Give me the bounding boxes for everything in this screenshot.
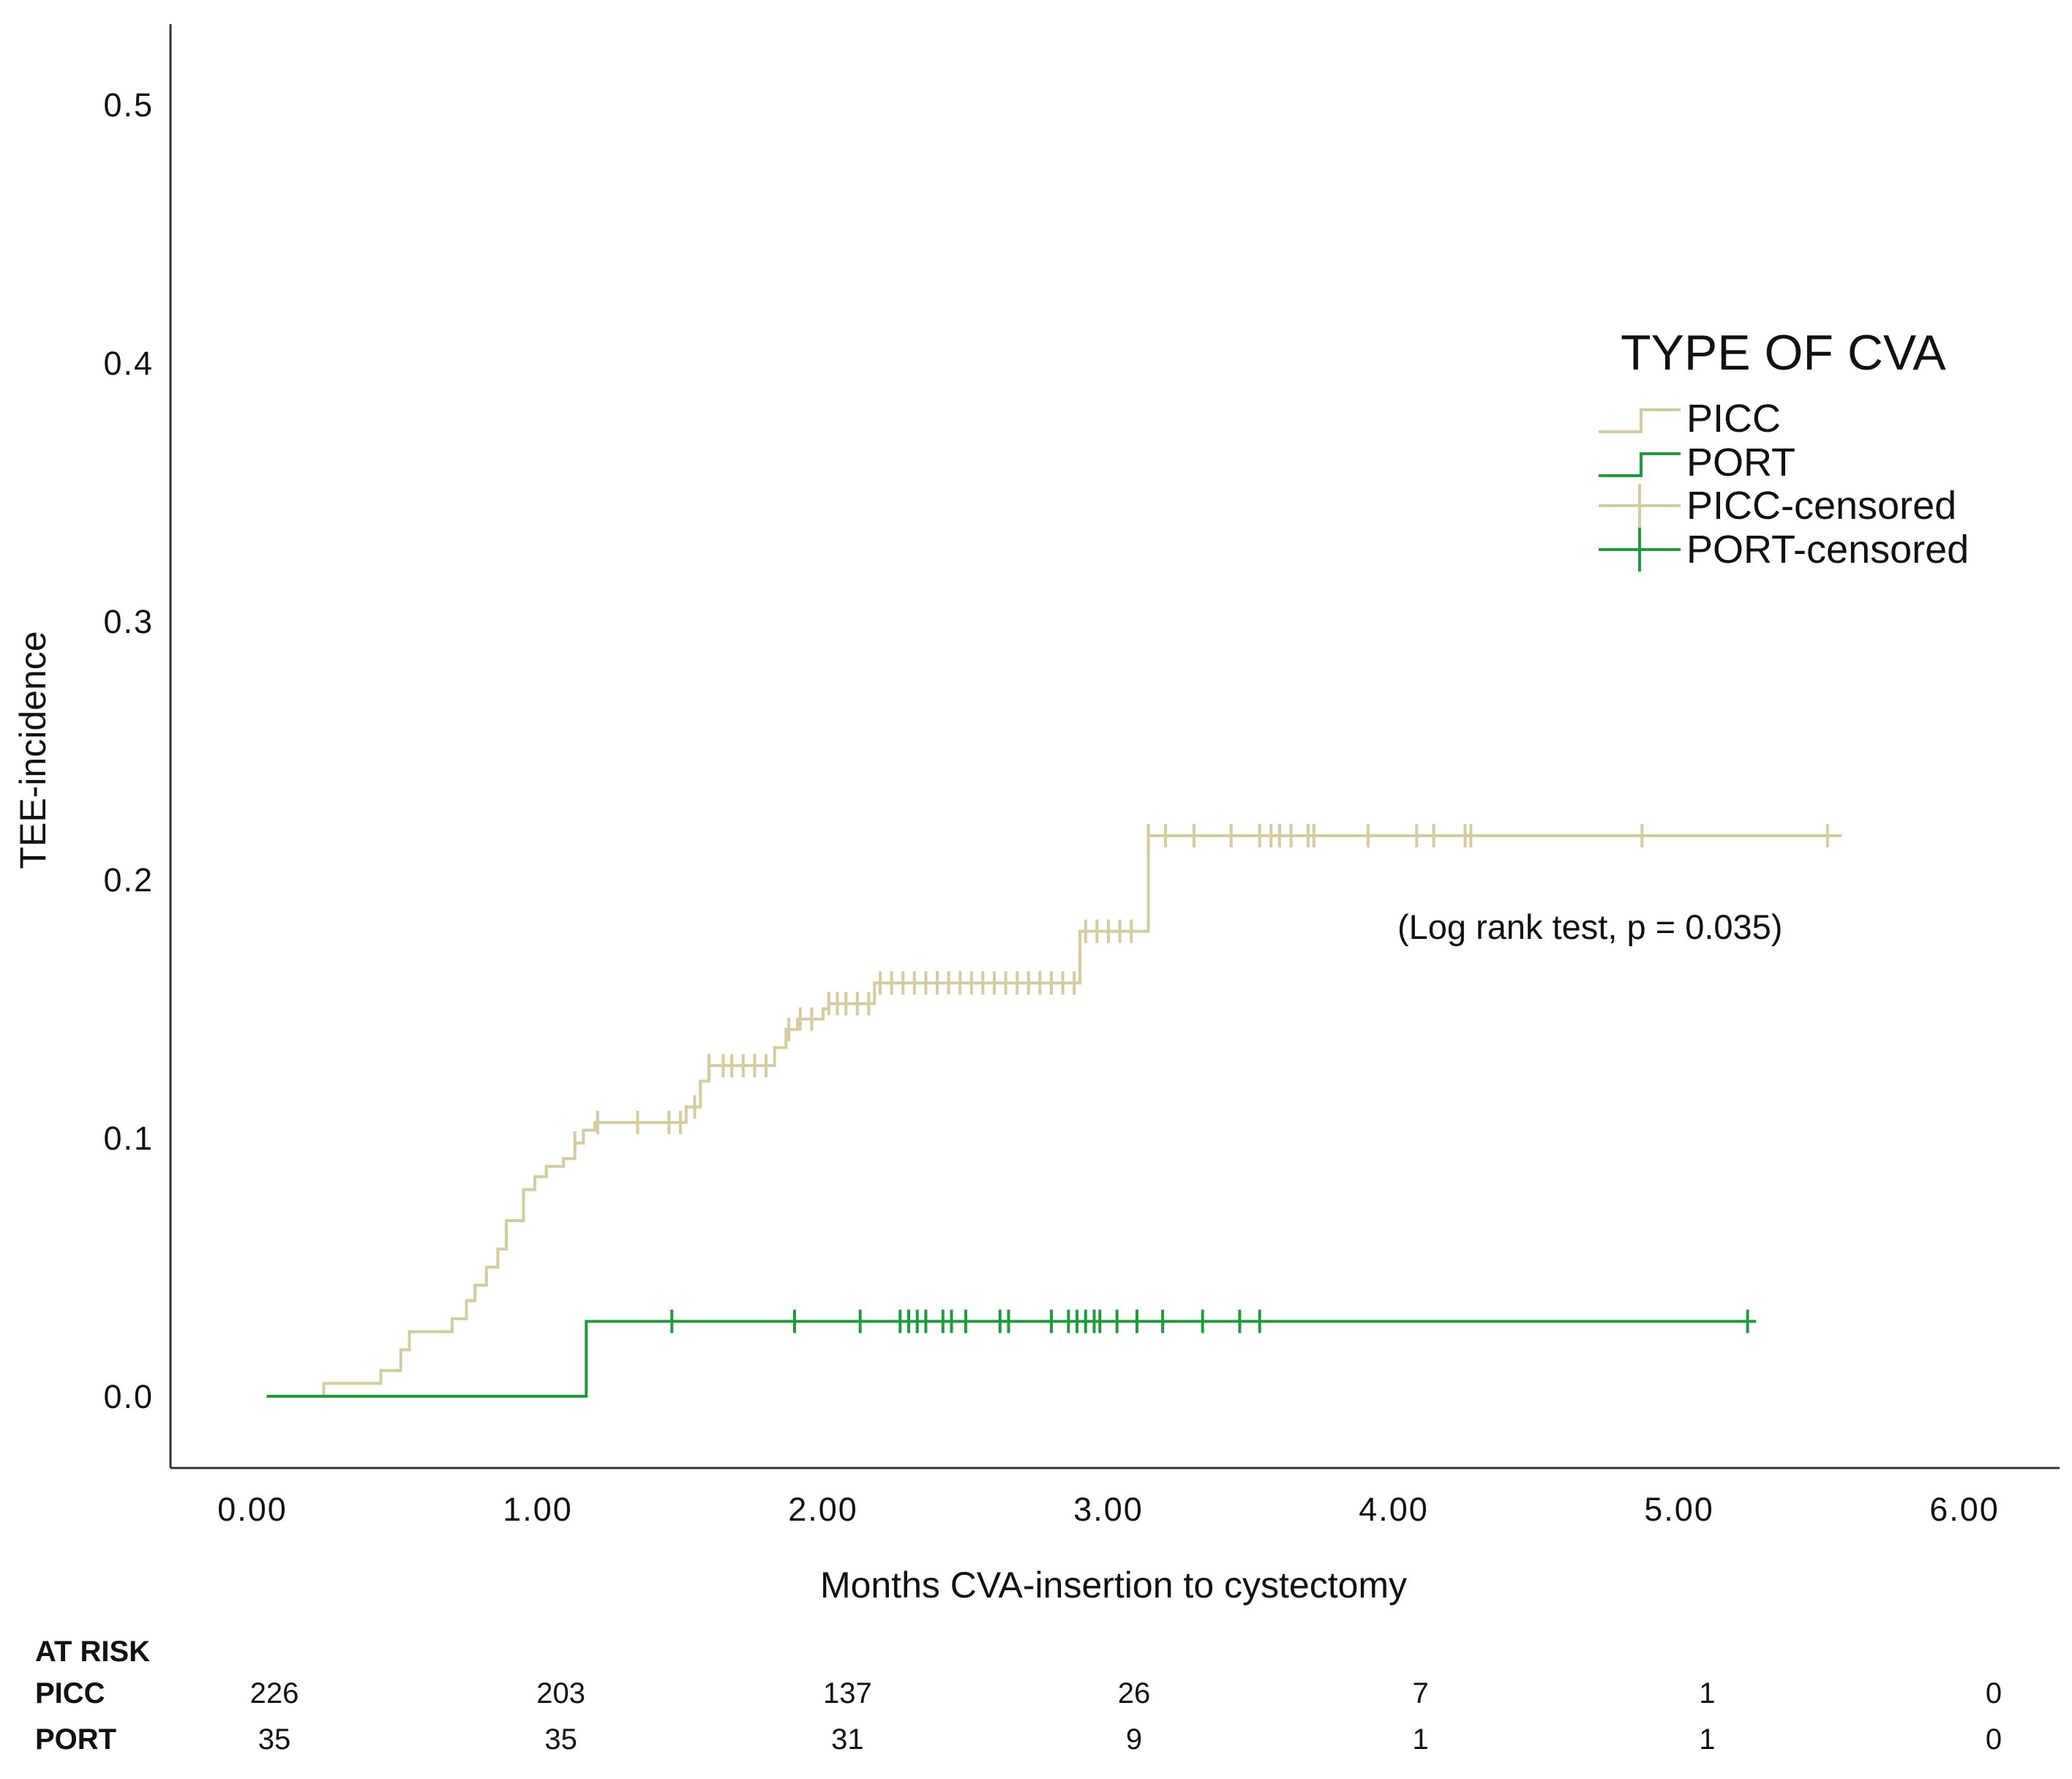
at-risk-row-label: PICC (35, 1677, 105, 1709)
axes (169, 24, 2060, 1469)
at-risk-value: 226 (250, 1677, 299, 1709)
at-risk-value: 1 (1699, 1677, 1715, 1709)
at-risk-row-port: PORT 35 35 31 9 1 1 0 (35, 1723, 2002, 1756)
at-risk-row-label: PORT (35, 1723, 116, 1756)
legend-label: PORT (1686, 441, 1795, 484)
x-tick-label: 5.00 (1644, 1491, 1714, 1528)
at-risk-value: 0 (1986, 1723, 2002, 1756)
legend: TYPE OF CVA PICCPORTPICC-censoredPORT-ce… (1599, 325, 1969, 572)
at-risk-value: 7 (1413, 1677, 1429, 1709)
x-tick-label: 6.00 (1929, 1491, 2000, 1528)
y-tick-label: 0.3 (103, 603, 154, 640)
legend-step-symbol (1599, 408, 1681, 433)
at-risk-value: 9 (1126, 1723, 1142, 1756)
series-line-port (266, 1319, 1757, 1398)
x-axis-title: Months CVA-insertion to cystectomy (820, 1565, 1407, 1606)
legend-entry-port-censored: PORT-censored (1599, 528, 1969, 572)
y-tick-label: 0.2 (103, 861, 154, 899)
series-port (266, 1309, 1757, 1398)
y-tick-labels: 0.0 0.1 0.2 0.3 0.4 0.5 (103, 86, 154, 1415)
x-tick-label: 4.00 (1359, 1491, 1429, 1528)
at-risk-value: 203 (536, 1677, 585, 1709)
y-tick-label: 0.0 (103, 1378, 154, 1415)
y-axis-title: TEE-incidence (12, 631, 53, 869)
at-risk-value: 0 (1986, 1677, 2002, 1709)
x-tick-label: 1.00 (503, 1491, 573, 1528)
at-risk-value: 31 (831, 1723, 864, 1756)
y-tick-label: 0.4 (103, 345, 154, 382)
at-risk-header: AT RISK (35, 1636, 150, 1668)
log-rank-annotation: (Log rank test, p = 0.035) (1397, 907, 1782, 946)
series-layer (266, 823, 1842, 1398)
legend-label: PICC-censored (1686, 484, 1956, 528)
x-tick-label: 2.00 (788, 1491, 858, 1528)
at-risk-value: 35 (258, 1723, 291, 1756)
series-picc (266, 823, 1842, 1398)
at-risk-value: 1 (1699, 1723, 1715, 1756)
legend-label: PICC (1686, 397, 1781, 441)
at-risk-value: 26 (1118, 1677, 1151, 1709)
at-risk-value: 1 (1413, 1723, 1429, 1756)
at-risk-table: AT RISK PICC 226 203 137 26 7 1 0 PORT 35 35 31 9 1 1 0 (35, 1636, 2002, 1756)
legend-step-symbol (1599, 452, 1681, 477)
legend-entry-port: PORT (1599, 441, 1795, 484)
at-risk-row-picc: PICC 226 203 137 26 7 1 0 (35, 1677, 2002, 1709)
legend-entry-picc: PICC (1599, 397, 1781, 441)
legend-entry-picc-censored: PICC-censored (1599, 484, 1956, 528)
at-risk-value: 137 (823, 1677, 872, 1709)
at-risk-value: 35 (544, 1723, 577, 1756)
x-tick-label: 0.00 (217, 1491, 288, 1528)
x-tick-labels: 0.00 1.00 2.00 3.00 4.00 5.00 6.00 (217, 1491, 2000, 1528)
legend-title: TYPE OF CVA (1621, 325, 1946, 381)
series-line-picc (266, 834, 1842, 1398)
legend-label: PORT-censored (1686, 528, 1969, 572)
y-tick-label: 0.1 (103, 1120, 154, 1157)
x-tick-label: 3.00 (1073, 1491, 1144, 1528)
y-tick-label: 0.5 (103, 86, 154, 124)
